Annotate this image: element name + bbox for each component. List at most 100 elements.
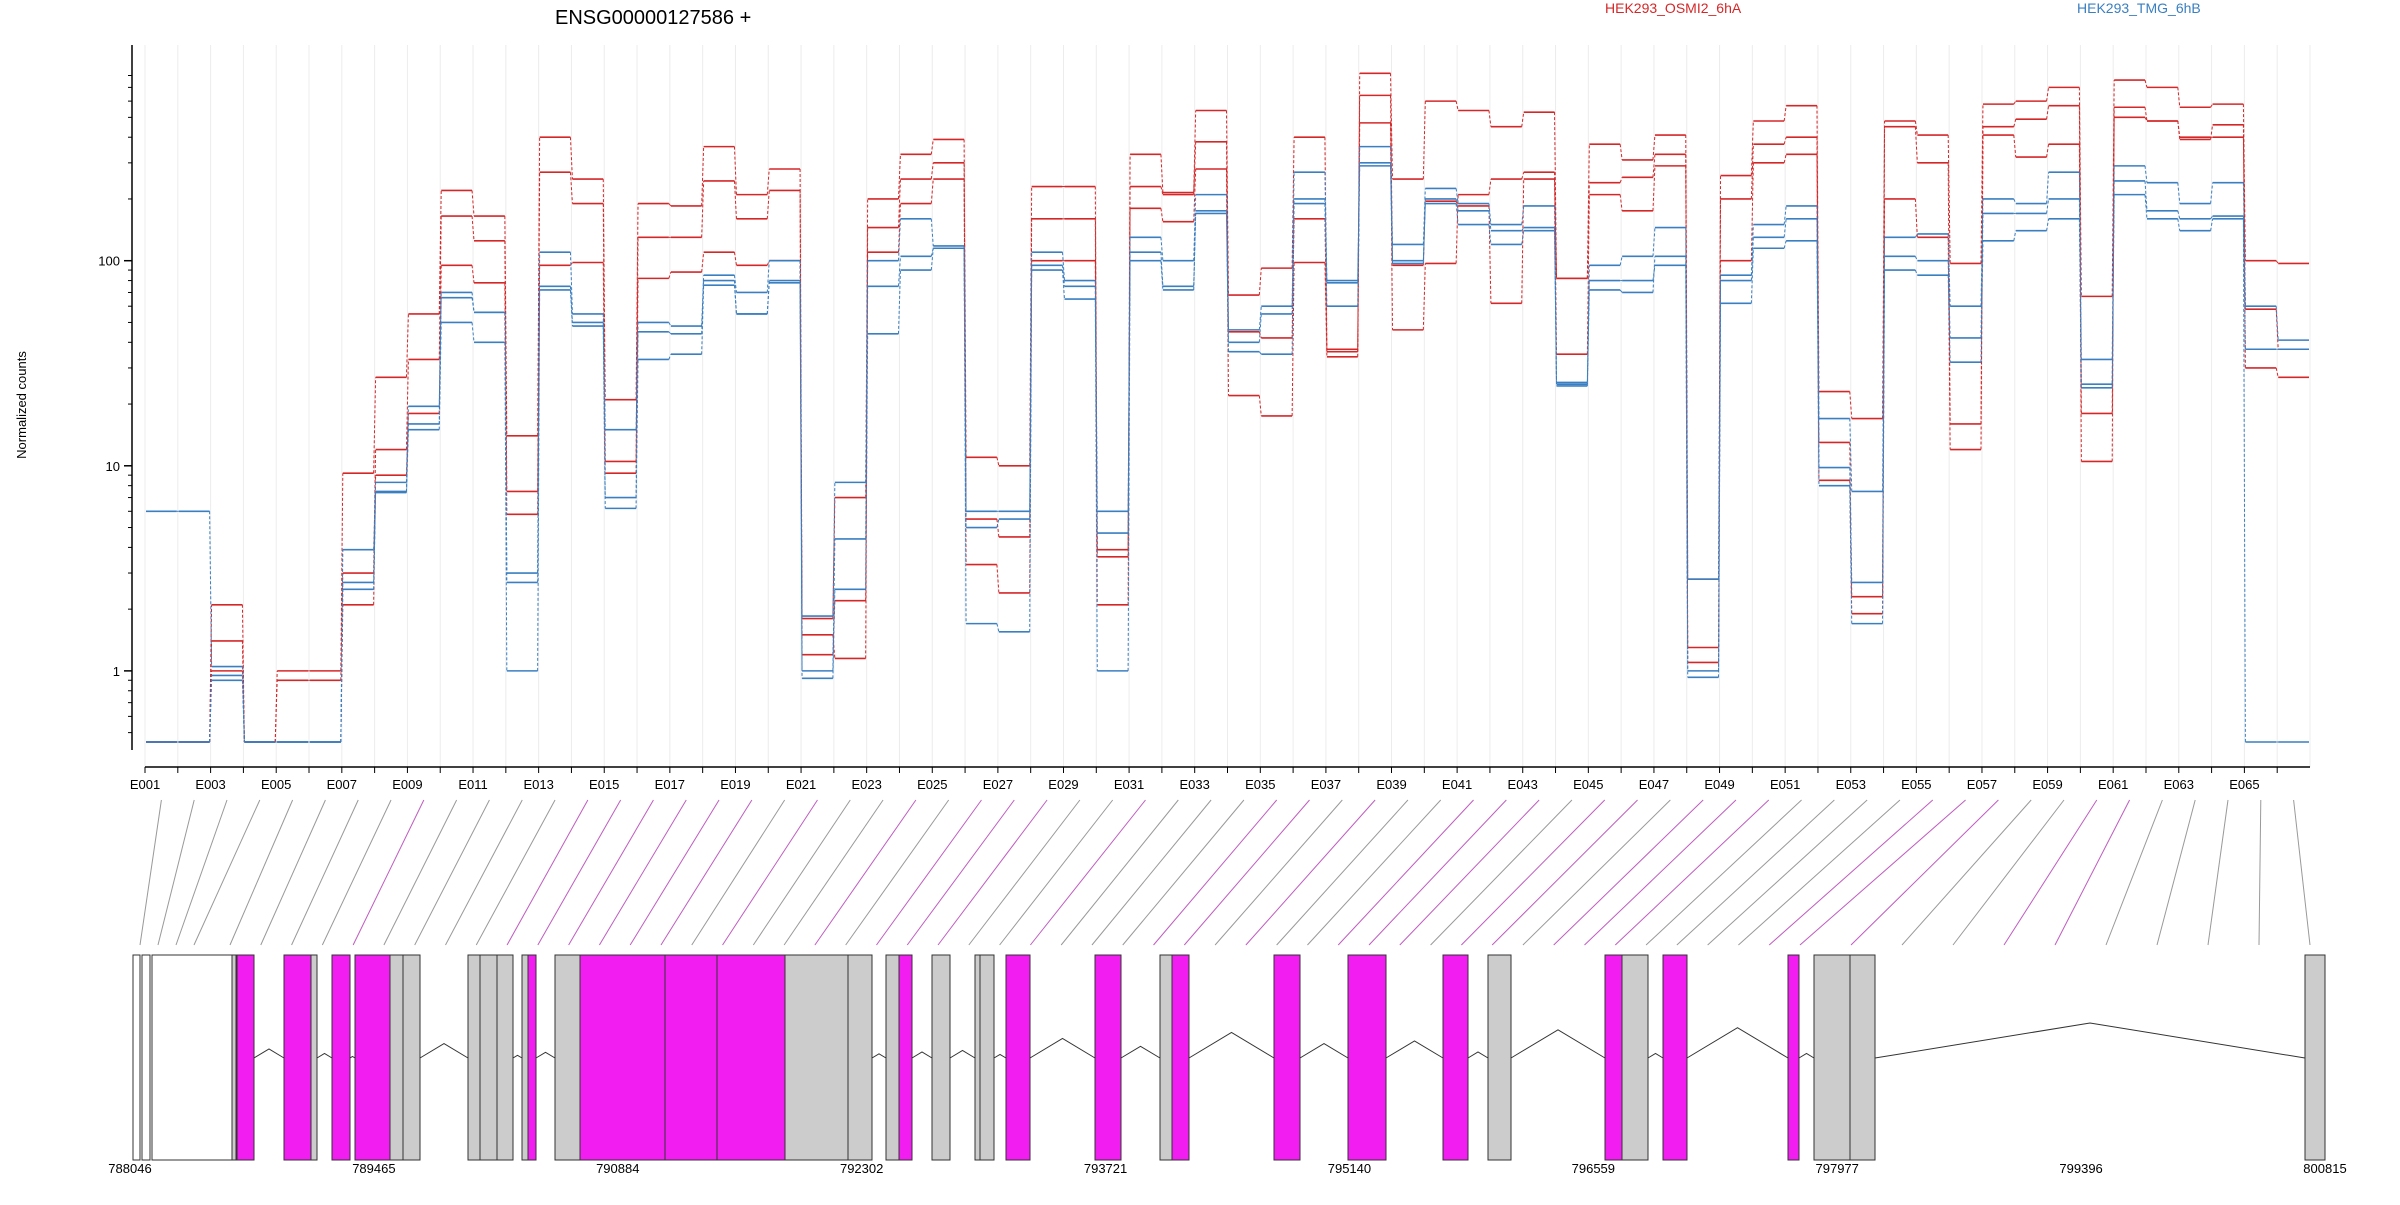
- series-connector: [1390, 73, 1394, 180]
- series-connector: [2046, 87, 2050, 102]
- series-connector: [996, 518, 1000, 528]
- exon-connector: [1553, 799, 1704, 946]
- series-connector: [2046, 172, 2050, 204]
- intron-chevron: [871, 1053, 887, 1059]
- series-connector: [1882, 126, 1886, 597]
- series-connector: [766, 282, 770, 314]
- coord-label: 797977: [1816, 1161, 1859, 1176]
- series-connector: [2210, 124, 2214, 140]
- coord-label: 792302: [840, 1161, 883, 1176]
- coord-label: 789465: [352, 1161, 395, 1176]
- series-connector: [2144, 79, 2148, 88]
- series-connector: [1455, 101, 1459, 111]
- series-connector: [733, 146, 737, 195]
- exon-block-highlight: [1662, 954, 1688, 1161]
- x-tick-label: E029: [1048, 777, 1078, 792]
- intron-chevron: [1874, 1022, 2306, 1059]
- exon-block: [402, 954, 421, 1161]
- exon-connector: [1214, 799, 1343, 946]
- series-connector: [996, 518, 1000, 537]
- series-connector: [2078, 172, 2082, 360]
- series-connector: [1488, 205, 1492, 304]
- exon-connector: [783, 799, 884, 946]
- series-connector: [1554, 230, 1558, 386]
- x-tick-label: E051: [1770, 777, 1800, 792]
- series-connector: [504, 240, 508, 492]
- exon-connector: [1491, 799, 1638, 946]
- series-connector: [2210, 182, 2214, 204]
- series-connector: [471, 216, 475, 241]
- intron-chevron: [512, 1054, 523, 1059]
- series-connector: [1422, 188, 1426, 245]
- exon-block-highlight: [1094, 954, 1122, 1161]
- y-tick-label: 100: [98, 254, 120, 269]
- x-tick-label: E015: [589, 777, 619, 792]
- exon-connector: [629, 799, 720, 946]
- exon-block: [231, 954, 237, 1161]
- x-tick-label: E023: [851, 777, 881, 792]
- series-connector: [1980, 126, 1984, 424]
- exon-block: [1159, 954, 1173, 1161]
- series-connector: [1291, 203, 1295, 355]
- exon-connector: [1307, 799, 1442, 946]
- series-connector: [2144, 165, 2148, 183]
- series-connector: [733, 275, 737, 293]
- series-connector: [1160, 237, 1164, 261]
- series-connector: [1980, 240, 1984, 363]
- series-connector: [1652, 154, 1656, 178]
- x-tick-label: E035: [1245, 777, 1275, 792]
- series-connector: [2013, 230, 2017, 241]
- exon-block-highlight: [1787, 954, 1800, 1161]
- exon-block-highlight: [1604, 954, 1623, 1161]
- series-connector: [2046, 144, 2050, 158]
- series-connector: [897, 218, 901, 261]
- series-connector: [1094, 286, 1098, 534]
- series-connector: [2144, 194, 2148, 219]
- series-connector: [2242, 216, 2246, 350]
- series-connector: [2013, 119, 2017, 127]
- series-connector: [2275, 306, 2279, 341]
- series-connector: [2242, 182, 2246, 307]
- exon-block-highlight: [236, 954, 255, 1161]
- intron-chevron: [1385, 1040, 1444, 1059]
- exon-block: [885, 954, 900, 1161]
- exon-connector: [506, 799, 589, 946]
- x-tick-label: E019: [720, 777, 750, 792]
- series-connector: [1193, 141, 1197, 195]
- coord-label: 795140: [1328, 1161, 1371, 1176]
- series-connector: [1652, 256, 1656, 293]
- series-connector: [2046, 198, 2050, 214]
- series-connector: [1029, 265, 1033, 520]
- exon-block-highlight: [664, 954, 718, 1161]
- series-connector: [897, 154, 901, 199]
- series-connector: [537, 289, 541, 671]
- exon-connector: [1901, 799, 2032, 946]
- x-tick-label: E047: [1639, 777, 1669, 792]
- series-connector: [537, 172, 541, 492]
- x-tick-label: E063: [2164, 777, 2194, 792]
- legend-entry: HEK293_OSMI2_6hA: [1605, 0, 1742, 16]
- exon-connector: [175, 799, 228, 946]
- exon-connector: [1850, 799, 1999, 946]
- series-connector: [438, 216, 442, 360]
- exon-connector: [937, 799, 1048, 946]
- y-tick-label: 1: [113, 664, 120, 679]
- series-connector: [2078, 144, 2082, 462]
- exon-connector: [139, 799, 162, 946]
- exon-connector: [1707, 799, 1868, 946]
- x-tick-label: E021: [786, 777, 816, 792]
- series-connector: [1914, 233, 1918, 238]
- exon-blocks: [132, 954, 2326, 1161]
- series-connector: [1226, 210, 1229, 343]
- series-connector: [1193, 213, 1197, 290]
- exon-connector: [1091, 799, 1212, 946]
- intron-chevron: [1686, 1027, 1789, 1059]
- series-connector: [1029, 270, 1033, 632]
- series-connector: [2046, 218, 2050, 231]
- exon-connector: [475, 799, 556, 946]
- exon-connector: [660, 799, 753, 946]
- series-connector: [865, 333, 869, 590]
- x-tick-label: E037: [1311, 777, 1341, 792]
- exon-block-highlight: [579, 954, 666, 1161]
- series-layer: [146, 72, 2309, 743]
